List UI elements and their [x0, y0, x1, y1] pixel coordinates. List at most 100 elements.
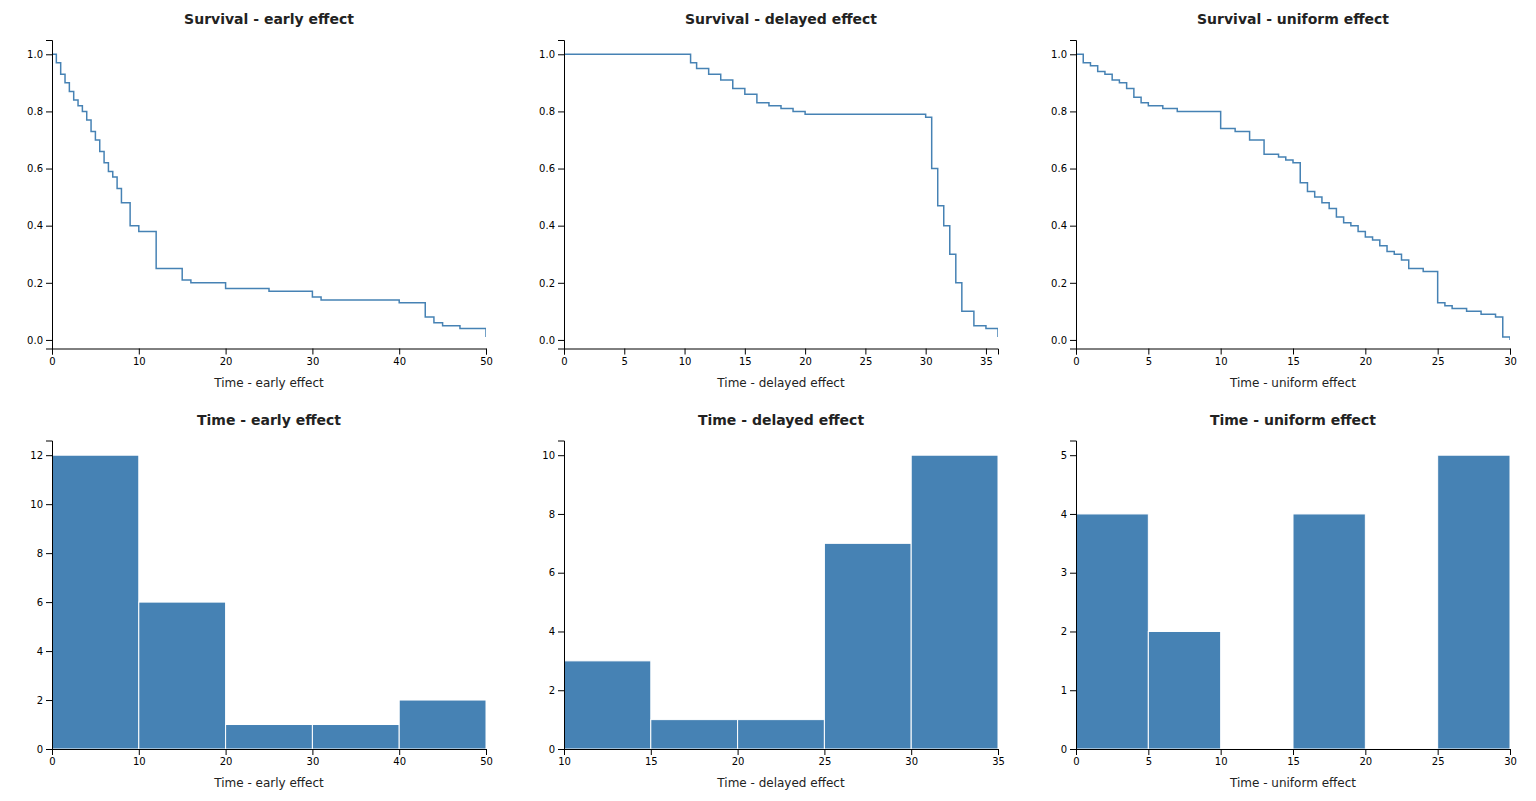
x-tick-label: 30	[1504, 356, 1517, 367]
y-tick: 0	[37, 744, 52, 755]
y-tick-label: 4	[1061, 509, 1067, 520]
x-axis-line	[1077, 750, 1511, 756]
x-tick: 10	[1215, 349, 1228, 367]
x-tick-label: 5	[622, 356, 628, 367]
x-tick-label: 5	[1146, 756, 1152, 767]
panel: 01020304050024681012Time - early effectT…	[30, 412, 493, 791]
histogram-bar	[911, 455, 998, 749]
x-tick-label: 10	[1215, 356, 1228, 367]
y-axis: 012345	[1061, 441, 1077, 755]
y-tick-mark	[558, 573, 564, 574]
x-tick-label: 10	[133, 756, 146, 767]
y-tick: 2	[1061, 626, 1076, 637]
y-tick: 10	[30, 499, 52, 510]
y-tick: 0.4	[27, 220, 52, 231]
x-tick-mark	[312, 349, 313, 355]
y-tick-label: 2	[549, 685, 555, 696]
x-tick: 30	[920, 349, 933, 367]
x-tick-mark	[399, 749, 400, 755]
x-tick-mark	[1293, 749, 1294, 755]
x-tick-label: 35	[980, 356, 993, 367]
x-tick-mark	[865, 349, 866, 355]
x-tick-label: 20	[1359, 356, 1372, 367]
plot-area	[564, 54, 998, 337]
y-axis-line	[46, 41, 53, 350]
y-tick-mark	[558, 514, 564, 515]
x-tick-label: 25	[819, 756, 832, 767]
x-tick: 40	[393, 749, 406, 767]
y-tick-label: 0.2	[539, 278, 555, 289]
x-tick: 5	[622, 349, 628, 367]
x-tick-mark	[1148, 349, 1149, 355]
x-axis-title: Time - delayed effect	[716, 376, 845, 390]
y-tick-label: 3	[1061, 567, 1067, 578]
x-tick-label: 25	[860, 356, 873, 367]
x-tick: 25	[860, 349, 873, 367]
y-tick-label: 1	[1061, 685, 1067, 696]
y-tick: 8	[549, 509, 564, 520]
x-tick: 15	[1287, 349, 1300, 367]
y-tick-mark	[1070, 283, 1076, 284]
y-tick-label: 4	[37, 646, 43, 657]
x-tick-label: 15	[645, 756, 658, 767]
x-tick-mark	[1510, 749, 1511, 755]
y-tick-mark	[558, 169, 564, 170]
x-tick: 15	[1287, 749, 1300, 767]
panel: 010203040500.00.20.40.60.81.0Survival - …	[27, 11, 493, 390]
x-tick-label: 35	[992, 756, 1005, 767]
x-tick-mark	[226, 749, 227, 755]
y-tick-mark	[558, 226, 564, 227]
histogram-bar	[738, 720, 825, 749]
y-tick-mark	[46, 226, 52, 227]
y-tick-label: 0.2	[27, 278, 43, 289]
y-axis: 0.00.20.40.60.81.0	[1051, 41, 1076, 350]
panel-title: Survival - delayed effect	[685, 11, 877, 27]
y-tick: 0.8	[27, 106, 52, 117]
x-tick-mark	[1293, 349, 1294, 355]
x-tick: 35	[992, 749, 1005, 767]
y-tick-label: 0	[37, 744, 43, 755]
y-tick-label: 0.6	[27, 163, 43, 174]
x-axis-title: Time - delayed effect	[716, 776, 845, 790]
x-tick-mark	[651, 749, 652, 755]
x-tick-label: 15	[739, 356, 752, 367]
survival-line	[1076, 54, 1510, 340]
x-tick-label: 10	[558, 756, 571, 767]
histogram-bar	[1221, 749, 1293, 750]
y-tick: 5	[1061, 450, 1076, 461]
x-tick-label: 30	[307, 356, 320, 367]
x-tick-mark	[1221, 349, 1222, 355]
histogram-bar	[226, 725, 313, 749]
y-tick-label: 0.0	[1051, 335, 1067, 346]
x-tick-label: 0	[49, 756, 55, 767]
x-tick-label: 20	[732, 756, 745, 767]
panel: 1015202530350246810Time - delayed effect…	[542, 412, 1005, 791]
histogram-bar	[1076, 514, 1148, 749]
x-tick: 25	[1432, 349, 1445, 367]
x-tick-label: 20	[1359, 756, 1372, 767]
x-tick: 0	[1073, 749, 1079, 767]
x-tick-label: 20	[799, 356, 812, 367]
histogram-bar	[1148, 631, 1220, 749]
y-tick-mark	[558, 283, 564, 284]
x-axis: 01020304050	[49, 349, 493, 367]
panel-title: Time - early effect	[197, 412, 341, 428]
x-axis: 0 5 10 15 20 25 30 35	[561, 349, 998, 367]
y-tick-label: 5	[1061, 450, 1067, 461]
y-tick: 0.0	[539, 335, 564, 346]
x-tick-label: 0	[49, 356, 55, 367]
x-tick: 10	[679, 349, 692, 367]
y-tick-mark	[46, 283, 52, 284]
histogram-bar	[1365, 749, 1437, 750]
histogram-bar	[399, 700, 486, 749]
y-tick: 0.0	[27, 335, 52, 346]
y-tick-label: 8	[37, 548, 43, 559]
y-tick-mark	[1070, 631, 1076, 632]
y-tick-label: 4	[549, 626, 555, 637]
x-tick-label: 0	[561, 356, 567, 367]
x-axis-title: Time - early effect	[213, 376, 324, 390]
y-tick-label: 1.0	[27, 49, 43, 60]
y-tick-mark	[1070, 169, 1076, 170]
panel-title: Survival - early effect	[184, 11, 354, 27]
x-tick-label: 40	[393, 756, 406, 767]
